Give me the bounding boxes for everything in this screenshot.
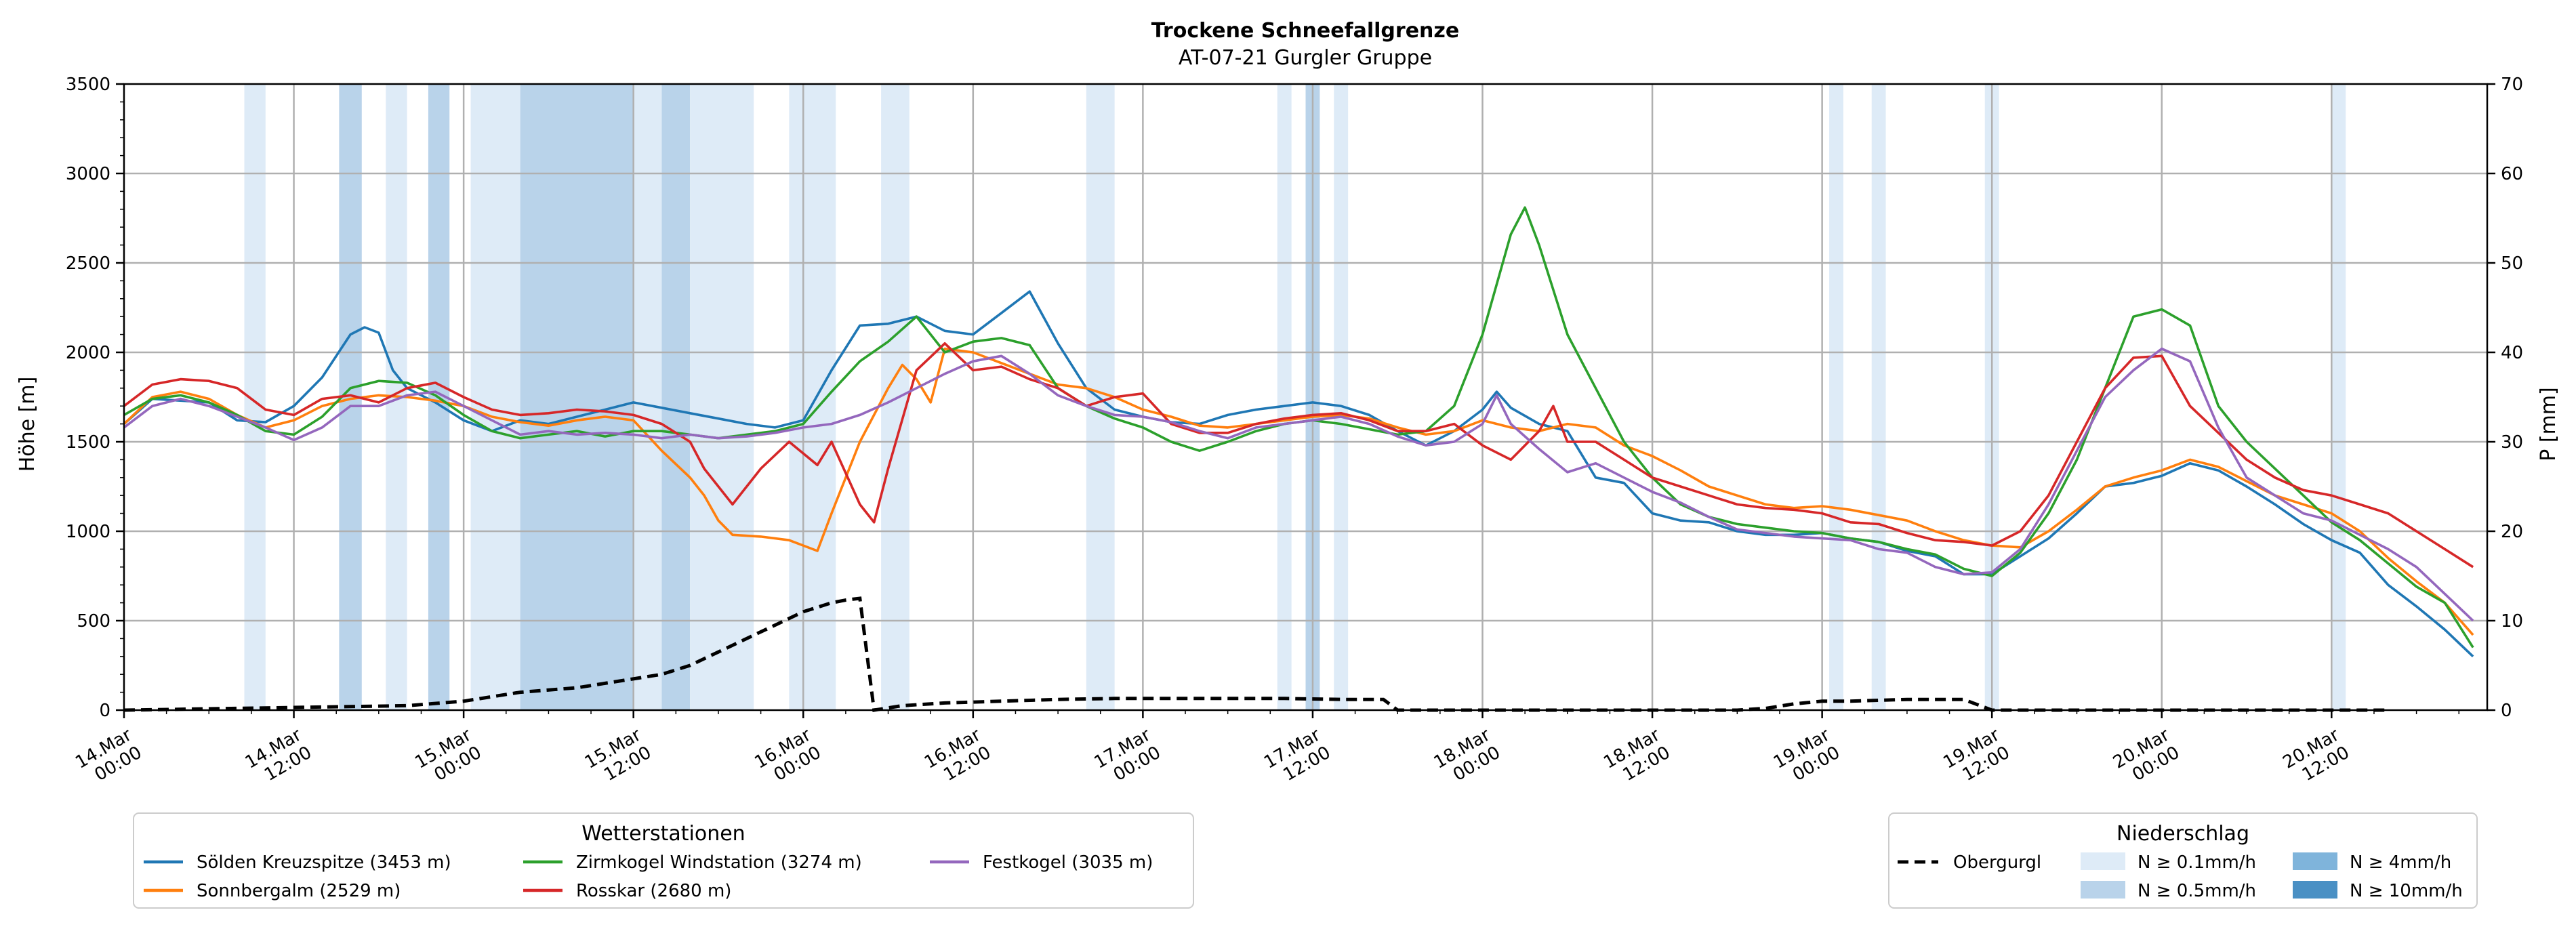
precip-band: [1277, 84, 1292, 710]
legend-level-2-swatch: [2081, 881, 2125, 899]
plot-frame: [123, 83, 2489, 711]
precip-band: [633, 84, 662, 710]
precip-band: [2331, 84, 2346, 710]
chart-title: Trockene Schneefallgrenze: [1151, 19, 1459, 43]
legend-level-3-swatch: [2293, 852, 2337, 870]
y2-axis-ticks: 0 10 20 30 40 50 60 70: [2487, 75, 2523, 721]
y2-tick-label: 10: [2501, 611, 2523, 632]
y2-tick-label: 30: [2501, 432, 2523, 453]
series-line: [123, 342, 2474, 569]
legend-level-4-label: N ≥ 10mm/h: [2350, 881, 2463, 901]
legend-station-label: Festkogel (3035 m): [983, 852, 1153, 873]
y-tick-label: 500: [77, 611, 110, 632]
grid-lines: [124, 84, 2487, 710]
precip-band: [690, 84, 754, 710]
precip-band: [520, 84, 634, 710]
series-layer: [123, 206, 2474, 658]
chart-subtitle: AT-07-21 Gurgler Gruppe: [1179, 46, 1432, 70]
y-tick-label: 0: [99, 701, 110, 721]
legend-station-label: Sölden Kreuzspitze (3453 m): [197, 852, 451, 873]
legend-level-3-label: N ≥ 4mm/h: [2350, 852, 2451, 873]
legend-precip: Niederschlag Obergurgl N ≥ 0.1mm/h N ≥ 0…: [1888, 812, 2478, 909]
y-tick-label: 3500: [66, 75, 110, 95]
legend-level-1-label: N ≥ 0.1mm/h: [2138, 852, 2256, 873]
precip-line-obergurgl: [123, 596, 2388, 712]
precip-band: [1086, 84, 1115, 710]
precip-band: [1334, 84, 1349, 710]
y-tick-label: 3000: [66, 164, 110, 184]
precip-band: [661, 84, 691, 710]
legend-stations: Wetterstationen Sölden Kreuzspitze (3453…: [133, 812, 1194, 909]
legend-stations-box: [133, 812, 1194, 909]
y-tick-label: 1500: [66, 432, 110, 453]
y-tick-label: 2000: [66, 343, 110, 363]
legend-station-label: Sonnbergalm (2529 m): [197, 881, 401, 901]
precip-band: [881, 84, 909, 710]
y2-tick-label: 20: [2501, 522, 2523, 542]
y2-tick-label: 0: [2501, 701, 2512, 721]
precip-line-layer: [123, 596, 2388, 712]
series-line: [123, 290, 2474, 658]
y2-tick-label: 50: [2501, 253, 2523, 274]
precip-bands: [244, 84, 2346, 710]
legend-level-4-swatch: [2293, 881, 2337, 899]
series-line: [123, 347, 2474, 636]
precip-band: [470, 84, 520, 710]
y2-axis-label: P [mm]: [2537, 387, 2560, 461]
y2-tick-label: 70: [2501, 75, 2523, 95]
y-axis-ticks: 0 500 1000 1500 2000 2500 3000 3500: [66, 75, 124, 721]
legend-level-2-label: N ≥ 0.5mm/h: [2138, 881, 2256, 901]
series-line: [123, 347, 2474, 622]
legend-stations-items: Sölden Kreuzspitze (3453 m) Sonnbergalm (…: [144, 852, 1153, 901]
legend-level-1-swatch: [2081, 852, 2125, 870]
y-tick-label: 2500: [66, 253, 110, 274]
legend-station-label: Zirmkogel Windstation (3274 m): [576, 852, 862, 873]
y2-tick-label: 40: [2501, 343, 2523, 363]
legend-obergurgl-label: Obergurgl: [1953, 852, 2041, 873]
y-axis-label: Höhe [m]: [16, 377, 39, 472]
legend-precip-title: Niederschlag: [2117, 822, 2249, 846]
y2-tick-label: 60: [2501, 164, 2523, 184]
legend-stations-title: Wetterstationen: [581, 822, 745, 846]
precip-band: [1871, 84, 1886, 710]
y-tick-label: 1000: [66, 522, 110, 542]
precip-band: [1829, 84, 1843, 710]
legend-station-label: Rosskar (2680 m): [576, 881, 731, 901]
